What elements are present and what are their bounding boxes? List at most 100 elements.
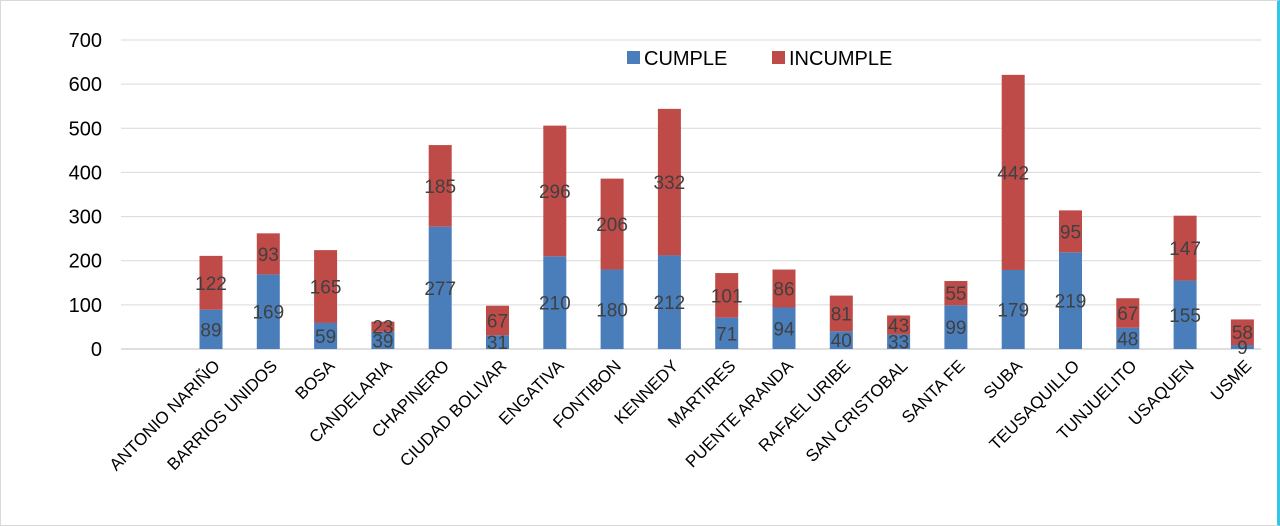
bar-cumple [944, 305, 968, 349]
data-label-incumple: 58 [1232, 323, 1253, 344]
data-label-cumple: 89 [200, 320, 221, 341]
bar-incumple [715, 273, 739, 318]
bar-cumple [486, 335, 509, 349]
y-tick-label: 700 [69, 30, 102, 52]
x-tick-label: SUBA [980, 356, 1027, 403]
y-tick-label: 100 [69, 295, 102, 317]
bar-cumple [1116, 327, 1140, 349]
bar-incumple [1230, 319, 1254, 346]
bar-incumple [428, 145, 452, 227]
data-label-incumple: 185 [424, 177, 456, 198]
data-label-incumple: 55 [945, 284, 966, 305]
bar-incumple [486, 305, 509, 336]
bar-cumple [428, 226, 452, 349]
bar-incumple [944, 281, 968, 306]
data-label-incumple: 43 [888, 316, 909, 337]
data-label-cumple: 94 [773, 319, 795, 340]
data-label-incumple: 93 [258, 245, 279, 266]
data-label-cumple: 31 [487, 333, 508, 354]
bar-incumple [256, 233, 280, 275]
data-label-incumple: 95 [1060, 222, 1081, 243]
bar-incumple [1116, 298, 1140, 328]
data-label-cumple: 39 [372, 331, 393, 352]
y-tick-label: 600 [69, 74, 102, 96]
data-label-incumple: 165 [310, 278, 342, 299]
bar-incumple [887, 315, 911, 335]
y-tick-label: 200 [69, 251, 102, 273]
bar-cumple [887, 334, 911, 349]
data-label-cumple: 179 [997, 300, 1029, 321]
data-label-cumple: 219 [1055, 292, 1087, 313]
bar-cumple [829, 331, 853, 349]
bar-cumple [371, 331, 395, 349]
data-label-incumple: 23 [372, 318, 393, 339]
y-tick-label: 0 [91, 339, 102, 361]
data-label-cumple: 59 [315, 327, 336, 348]
y-tick-label: 300 [69, 207, 102, 229]
data-label-cumple: 40 [831, 331, 852, 352]
bar-cumple [314, 322, 338, 349]
data-label-cumple: 180 [596, 300, 628, 321]
legend-label: INCUMPLE [789, 48, 892, 70]
bar-incumple [1173, 215, 1197, 281]
bar-incumple [772, 269, 796, 308]
data-label-cumple: 99 [945, 318, 966, 339]
y-axis-ticks: 0 100 200 300 400 500 600 700 [69, 30, 102, 361]
data-label-incumple: 67 [1117, 304, 1138, 325]
bar-cumple [1230, 345, 1254, 349]
x-tick-label: SANTA FE [898, 356, 969, 427]
data-label-incumple: 206 [596, 215, 628, 236]
y-tick-label: 500 [69, 118, 102, 140]
legend: CUMPLE INCUMPLE [627, 48, 892, 70]
bar-incumple [543, 125, 567, 257]
bar-incumple [371, 321, 395, 332]
bar-cumple [715, 317, 739, 349]
x-tick-label: ANTONIO NARIÑO [106, 356, 224, 474]
data-label-cumple: 33 [888, 333, 909, 354]
bar-cumple [1173, 280, 1197, 349]
bar-cumple [1059, 252, 1082, 349]
data-label-cumple: 169 [252, 303, 284, 324]
data-label-incumple: 332 [654, 173, 686, 194]
data-label-cumple: 71 [716, 324, 737, 345]
bar-cumple [543, 256, 567, 349]
bar-cumple [199, 309, 223, 349]
data-label-cumple: 155 [1169, 306, 1201, 327]
x-tick-label: PUENTE ARANDA [682, 356, 797, 471]
gridlines [121, 39, 1261, 350]
data-label-cumple: 9 [1237, 338, 1248, 359]
bar-incumple [829, 295, 853, 332]
data-label-cumple: 210 [539, 294, 571, 315]
data-label-incumple: 147 [1169, 239, 1201, 260]
bar-incumple [1001, 74, 1025, 270]
legend-swatch [772, 51, 785, 64]
bar-incumple [657, 108, 681, 256]
data-label-cumple: 212 [654, 293, 686, 314]
x-tick-label: SAN CRISTOBAL [802, 356, 911, 465]
bar-incumple [314, 250, 338, 323]
x-tick-label: CIUDAD BOLIVAR [396, 356, 510, 470]
bar-incumple [600, 178, 624, 270]
x-tick-label: BOSA [292, 356, 339, 403]
data-label-cumple: 48 [1117, 329, 1138, 350]
bar-incumple [199, 255, 223, 310]
data-label-incumple: 442 [997, 163, 1029, 184]
x-tick-label: USME [1207, 356, 1255, 404]
data-label-incumple: 296 [539, 182, 571, 203]
legend-label: CUMPLE [644, 48, 727, 70]
data-label-incumple: 122 [195, 274, 227, 295]
bar-cumple [1001, 269, 1025, 349]
legend-swatch [627, 51, 640, 64]
bar-cumple [657, 255, 681, 349]
data-label-incumple: 86 [773, 280, 794, 301]
bar-cumple [600, 269, 624, 349]
data-label-cumple: 277 [424, 279, 456, 300]
data-label-incumple: 81 [831, 304, 852, 325]
data-label-incumple: 101 [711, 286, 743, 307]
x-tick-label: BARRIOS UNIDOS [163, 356, 281, 474]
bar-incumple [1059, 210, 1082, 253]
